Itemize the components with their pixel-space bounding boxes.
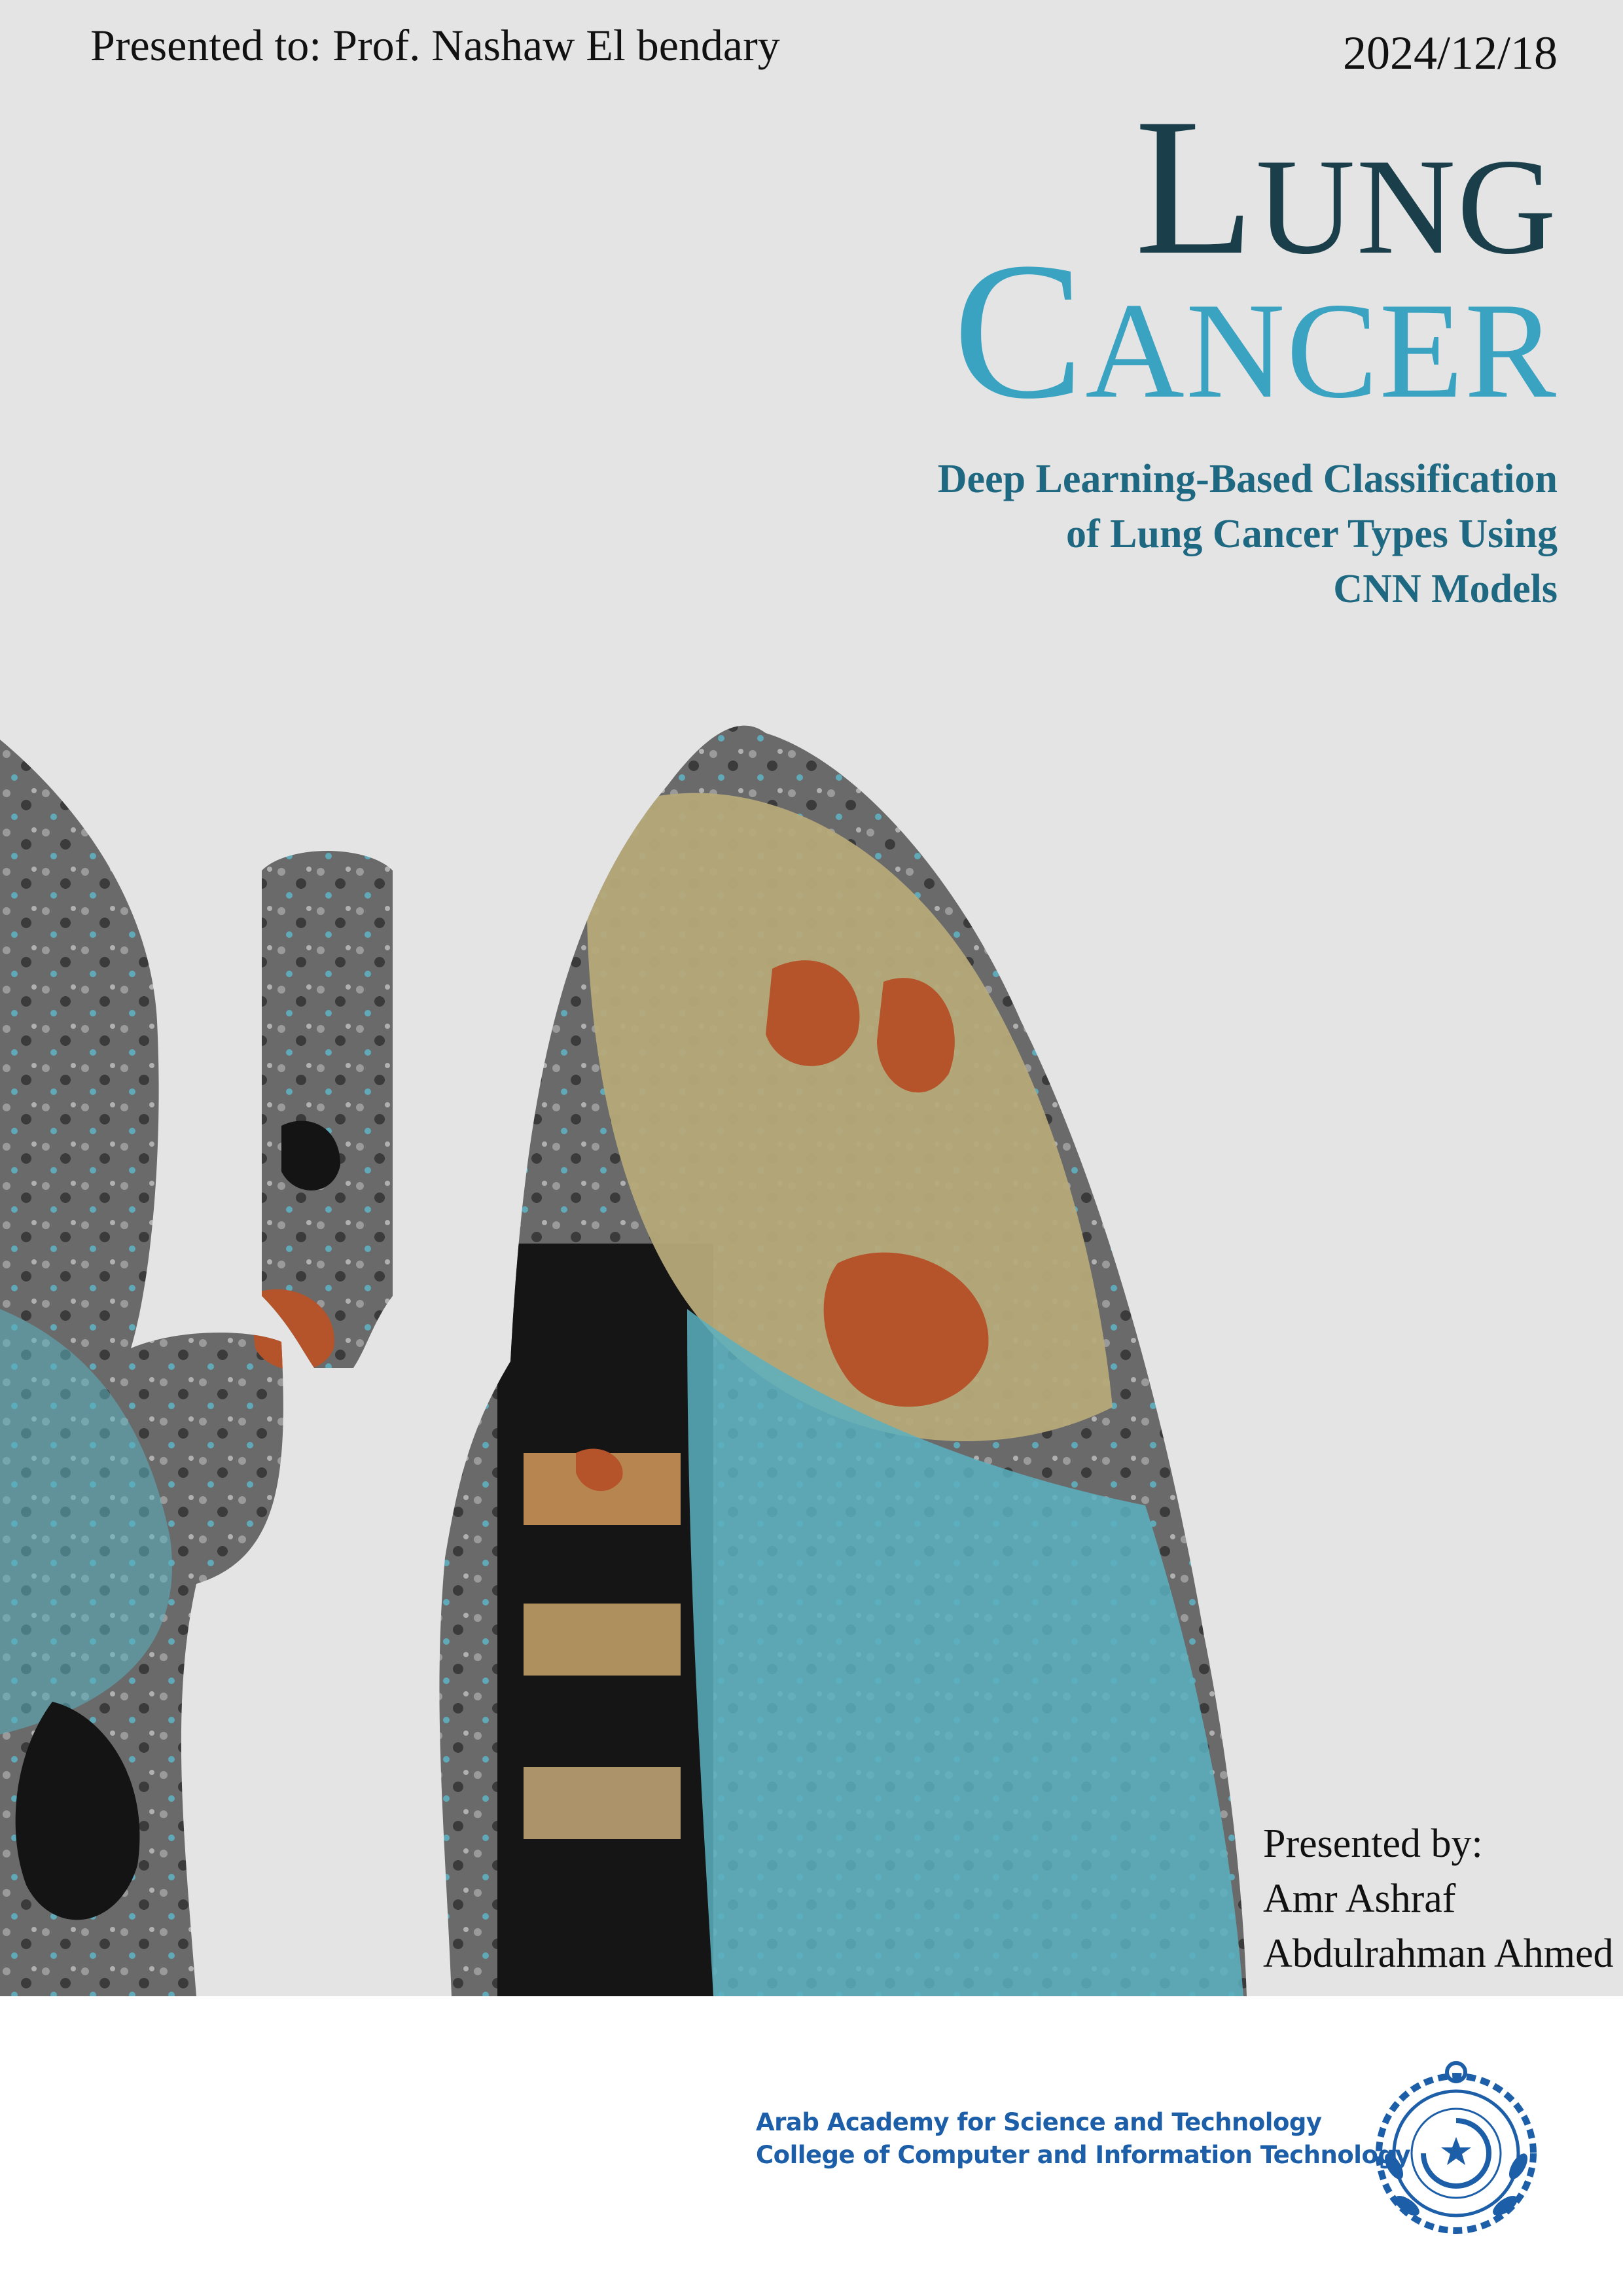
institution-name: Arab Academy for Science and Technology — [756, 2108, 1322, 2136]
aast-seal-icon — [1376, 2061, 1537, 2234]
subtitle: Deep Learning-Based Classification of Lu… — [641, 452, 1558, 617]
lung-ct-illustration — [0, 725, 1247, 1996]
title-line-1-initial: L — [1134, 78, 1257, 295]
college-name: College of Computer and Information Tech… — [756, 2141, 1411, 2169]
title-line-2-rest: ANCER — [1085, 275, 1558, 427]
presented-to-text: Presented to: Prof. Nashaw El bendary — [90, 20, 780, 70]
presenter-name: Amr Ashraf — [1263, 1876, 1456, 1921]
title-line-2-initial: C — [953, 222, 1086, 439]
presenters-block: Presented by: Amr Ashraf Abdulrahman Ahm… — [1263, 1816, 1614, 1981]
subtitle-line-3: CNN Models — [1333, 567, 1558, 611]
date-text: 2024/12/18 — [1342, 27, 1558, 79]
subtitle-line-1: Deep Learning-Based Classification — [937, 457, 1558, 501]
presenters-heading: Presented by: — [1263, 1821, 1483, 1866]
footer-institution-block: Arab Academy for Science and Technology … — [756, 2106, 1411, 2172]
title-line-1-rest: UNG — [1256, 131, 1558, 283]
title-line-1: LUNG — [1135, 88, 1558, 285]
presenter-name: Abdulrahman Ahmed — [1263, 1931, 1614, 1976]
title-line-2: CANCER — [953, 232, 1558, 429]
subtitle-line-2: of Lung Cancer Types Using — [1065, 512, 1558, 556]
